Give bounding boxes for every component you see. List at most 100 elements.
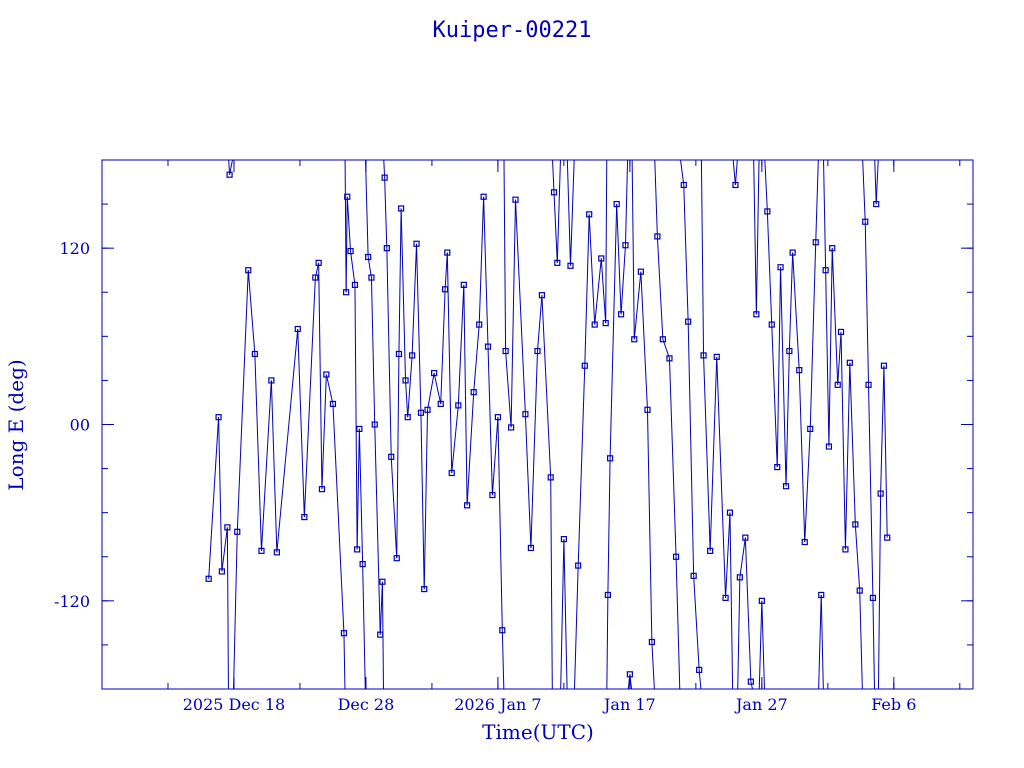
series-segment [491,417,499,496]
data-point [617,311,625,318]
series-segment [758,600,763,689]
data-point [258,547,265,554]
data-point [812,239,819,246]
data-point [484,343,492,350]
series-segment [680,160,685,186]
series-segment [321,374,327,490]
data-point [377,631,384,638]
data-point [856,587,863,594]
series-segment [221,527,228,572]
data-point [877,490,884,497]
series-segment [820,594,824,689]
data-point [818,591,825,599]
data-point [499,627,506,634]
x-tick-label: Feb 6 [871,695,916,714]
data-point [409,352,416,359]
series-segment [325,374,334,405]
data-point [707,547,714,554]
series-segment [840,331,846,550]
series-segment [384,177,388,249]
data-point [480,193,487,200]
series-segment [390,456,398,559]
data-point [613,200,620,208]
data-point [758,597,765,604]
data-point [359,560,366,568]
data-point [807,425,814,433]
data-point [522,411,529,418]
data-point [732,181,739,189]
data-point [659,336,666,343]
data-point [654,233,661,240]
data-point [527,544,535,552]
data-point [534,347,541,355]
series-segment [530,351,538,548]
data-point [666,355,673,362]
series-segment [457,284,465,406]
series-segment [646,409,653,642]
series-segment [880,365,885,494]
series-segment [729,512,734,689]
data-point [575,562,582,569]
series-segment [656,236,664,340]
series-segment [675,556,681,689]
data-point [869,594,877,601]
data-point [626,671,633,678]
data-point [672,553,680,560]
data-point [782,483,790,490]
data-point [560,536,567,543]
series-segment [755,160,760,315]
series-segment [771,324,778,468]
series-segment [566,160,571,266]
data-point [448,469,455,477]
series-segment [416,243,422,413]
y-axis-label: Long E (deg) [4,359,28,490]
series-segment [226,527,229,689]
data-point [234,528,241,535]
series-segment [732,160,736,186]
y-tick-label: 00 [70,416,90,435]
series-segment [396,353,400,559]
series-segment [383,160,386,178]
x-tick-label: 2025 Dec 18 [183,695,286,714]
data-point [431,369,438,377]
data-point [829,245,836,252]
data-point [606,455,614,462]
data-point [862,218,869,225]
series-segment [737,577,741,689]
data-point [598,255,605,262]
x-tick-label: 2026 Jan 7 [454,695,541,714]
data-point [591,321,598,328]
x-tick-label: Jan 27 [734,695,788,714]
series-segment [874,160,877,205]
data-point [502,347,509,355]
data-point [777,264,784,271]
data-point [251,350,258,358]
series-segment [411,243,418,356]
series-segment [859,590,863,689]
series-segment [780,267,787,487]
data-point [395,350,403,358]
series-segment [633,271,642,340]
data-point [476,321,483,328]
series-segment [804,428,811,543]
data-point [747,678,754,685]
series-segment [478,196,485,325]
series-segment [400,208,407,381]
data-point [323,371,330,378]
series-segment [792,252,800,371]
data-point [381,174,388,181]
series-segment [631,160,635,340]
data-point [245,267,252,274]
series-segment [764,160,768,212]
series-segment [828,248,833,447]
data-point [340,630,348,637]
series-segment [515,199,526,415]
series-segment [854,524,861,591]
data-point [680,181,687,189]
series-segment [609,204,618,459]
data-point [685,318,692,325]
series-segment [433,372,442,405]
series-segment [883,365,888,538]
data-point [846,359,853,366]
data-point [567,262,574,269]
